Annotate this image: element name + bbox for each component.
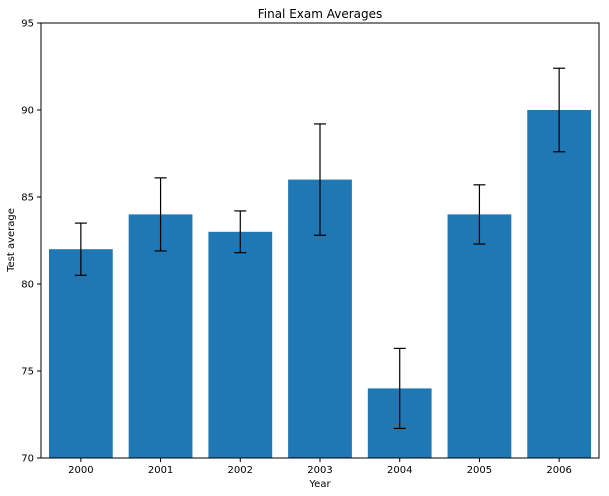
errorbars-group <box>74 67 566 430</box>
errorbar-2003 <box>314 123 326 236</box>
y-axis-label: Test average <box>6 208 17 273</box>
x-tick-label-2005: 2005 <box>467 465 492 476</box>
bar-2006 <box>527 110 592 458</box>
x-tick-label-2003: 2003 <box>307 465 332 476</box>
y-tick-label-90: 90 <box>21 106 34 117</box>
errorbar-2000 <box>74 222 87 276</box>
y-ticks-group: 70 75 80 85 90 95 <box>21 19 41 465</box>
bar-2005 <box>447 214 512 458</box>
y-tick-label-75: 75 <box>21 367 34 378</box>
x-ticks-group: 2000 2001 2002 2003 2004 2005 2006 <box>68 458 572 476</box>
y-tick-label-95: 95 <box>21 19 34 30</box>
y-tick-label-85: 85 <box>21 193 34 204</box>
errorbar-2001 <box>154 177 167 252</box>
errorbar-2005 <box>473 184 486 245</box>
x-axis-label: Year <box>308 479 331 490</box>
errorbar-2004 <box>393 347 406 430</box>
x-tick-label-2002: 2002 <box>228 465 253 476</box>
errorbar-2006 <box>553 67 566 153</box>
x-tick-label-2001: 2001 <box>148 465 173 476</box>
bar-2001 <box>128 214 193 458</box>
y-tick-label-70: 70 <box>21 454 34 465</box>
x-tick-label-2000: 2000 <box>68 465 93 476</box>
bar-2000 <box>48 249 113 458</box>
x-tick-label-2004: 2004 <box>387 465 412 476</box>
y-tick-label-80: 80 <box>21 280 34 291</box>
errorbar-2002 <box>234 210 247 254</box>
chart-title: Final Exam Averages <box>258 7 383 21</box>
bar-2002 <box>208 231 273 458</box>
x-tick-label-2006: 2006 <box>546 465 571 476</box>
